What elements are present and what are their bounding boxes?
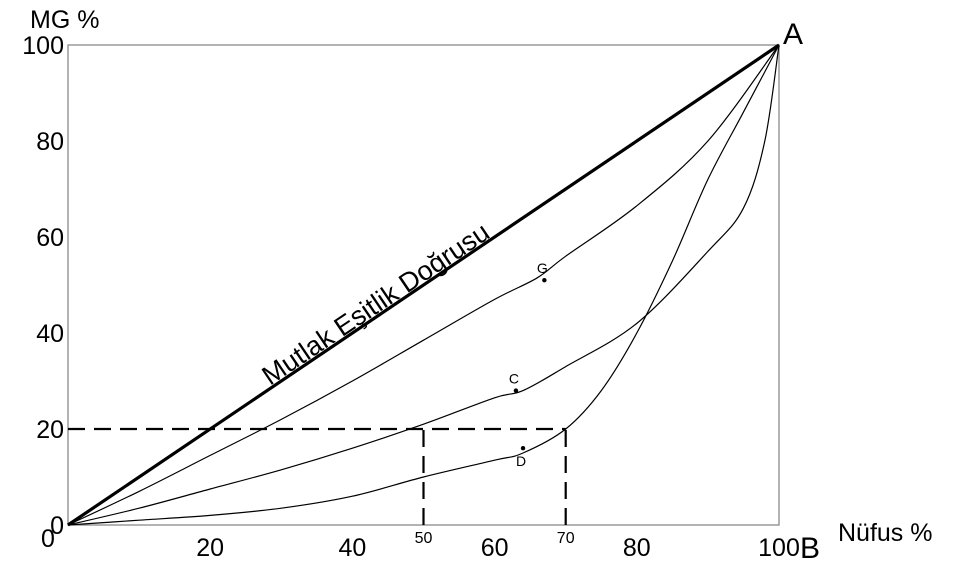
reference-lines bbox=[68, 427, 567, 525]
lorenz-curve-c bbox=[67, 44, 780, 526]
y-tick-label-40: 40 bbox=[36, 320, 64, 348]
x-marked-tick-label-70: 70 bbox=[557, 530, 575, 547]
lorenz-curves bbox=[67, 44, 780, 526]
point-marker-d bbox=[520, 446, 526, 451]
point-label-c: C bbox=[509, 371, 519, 387]
point-marker-c bbox=[513, 388, 519, 393]
x-marked-tick-label-50: 50 bbox=[415, 530, 433, 547]
x-tick-label-20: 20 bbox=[196, 534, 224, 562]
x-tick-label-40: 40 bbox=[338, 534, 366, 562]
corner-label-b: B bbox=[800, 532, 820, 565]
y-tick-label-0: 0 bbox=[50, 512, 64, 540]
x-tick-label-100: 100 bbox=[758, 534, 800, 562]
point-marker-g bbox=[542, 278, 547, 283]
x-tick-label-0: 0 bbox=[41, 525, 55, 553]
equality-line bbox=[67, 43, 780, 527]
y-tick-label-20: 20 bbox=[36, 416, 64, 444]
equality-line-label: Mutlak Eşitlik Doğrusu bbox=[257, 217, 495, 391]
y-axis-title: MG % bbox=[30, 6, 99, 34]
lorenz-curve-g bbox=[67, 44, 780, 526]
x-tick-label-60: 60 bbox=[481, 534, 509, 562]
y-tick-label-100: 100 bbox=[22, 32, 64, 60]
x-tick-label-80: 80 bbox=[623, 534, 651, 562]
lorenz-curve-d bbox=[67, 44, 780, 526]
axis-ticks: 0 20 40 60 80 100 0 20 40 60 80 100 50 70 bbox=[22, 32, 800, 562]
point-markers: G C D bbox=[509, 260, 548, 469]
point-label-g: G bbox=[537, 260, 548, 276]
equality-line-group bbox=[67, 43, 780, 527]
y-tick-label-60: 60 bbox=[36, 224, 64, 252]
x-axis-title: Nüfus % bbox=[838, 519, 932, 547]
point-label-d: D bbox=[516, 453, 526, 469]
y-tick-label-80: 80 bbox=[36, 128, 64, 156]
corner-label-a: A bbox=[783, 18, 803, 51]
